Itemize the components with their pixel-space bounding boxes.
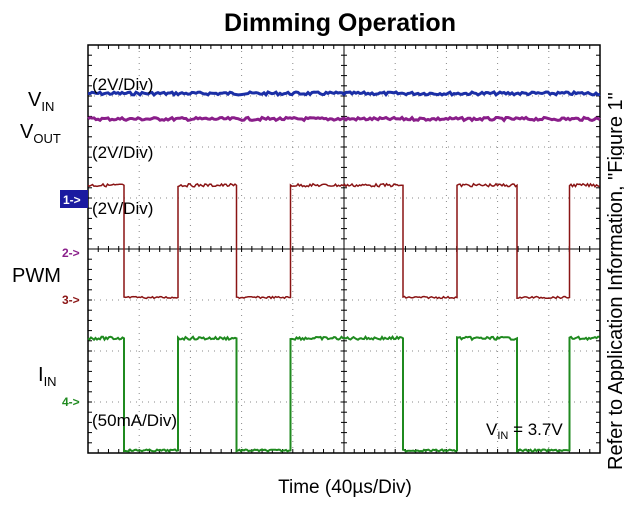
- pwm-scale-label: (2V/Div): [92, 199, 153, 218]
- channel-3-marker: 3->: [62, 293, 80, 307]
- pwm-channel-label: PWM: [12, 265, 61, 287]
- vout-scale-label: (2V/Div): [92, 143, 153, 162]
- scope-grid: [87, 44, 601, 454]
- iin-scale-label: (50mA/Div): [92, 411, 177, 430]
- vin-trace: [87, 89, 601, 98]
- pwm-trace: [87, 182, 600, 300]
- vin-annotation: VIN = 3.7V: [486, 420, 563, 442]
- x-axis-label: Time (40µs/Div): [278, 477, 412, 498]
- iin-channel-label: IIN: [38, 364, 57, 389]
- vout-channel-label: VOUT: [20, 121, 61, 146]
- plot-frame: [87, 44, 601, 454]
- vout-trace: [87, 115, 601, 123]
- channel-2-marker: 2->: [62, 246, 80, 260]
- channel-1-marker-box: [60, 190, 88, 208]
- side-note: Refer to Application Information, "Figur…: [605, 92, 624, 470]
- chart-title: Dimming Operation: [224, 9, 456, 37]
- scope-traces: [87, 89, 601, 453]
- vin-scale-label: (2V/Div): [92, 75, 153, 94]
- channel-1-marker: 1->: [63, 193, 81, 207]
- iin-trace: [87, 334, 600, 453]
- channel-4-marker: 4->: [62, 395, 80, 409]
- vin-channel-label: VIN: [28, 89, 54, 114]
